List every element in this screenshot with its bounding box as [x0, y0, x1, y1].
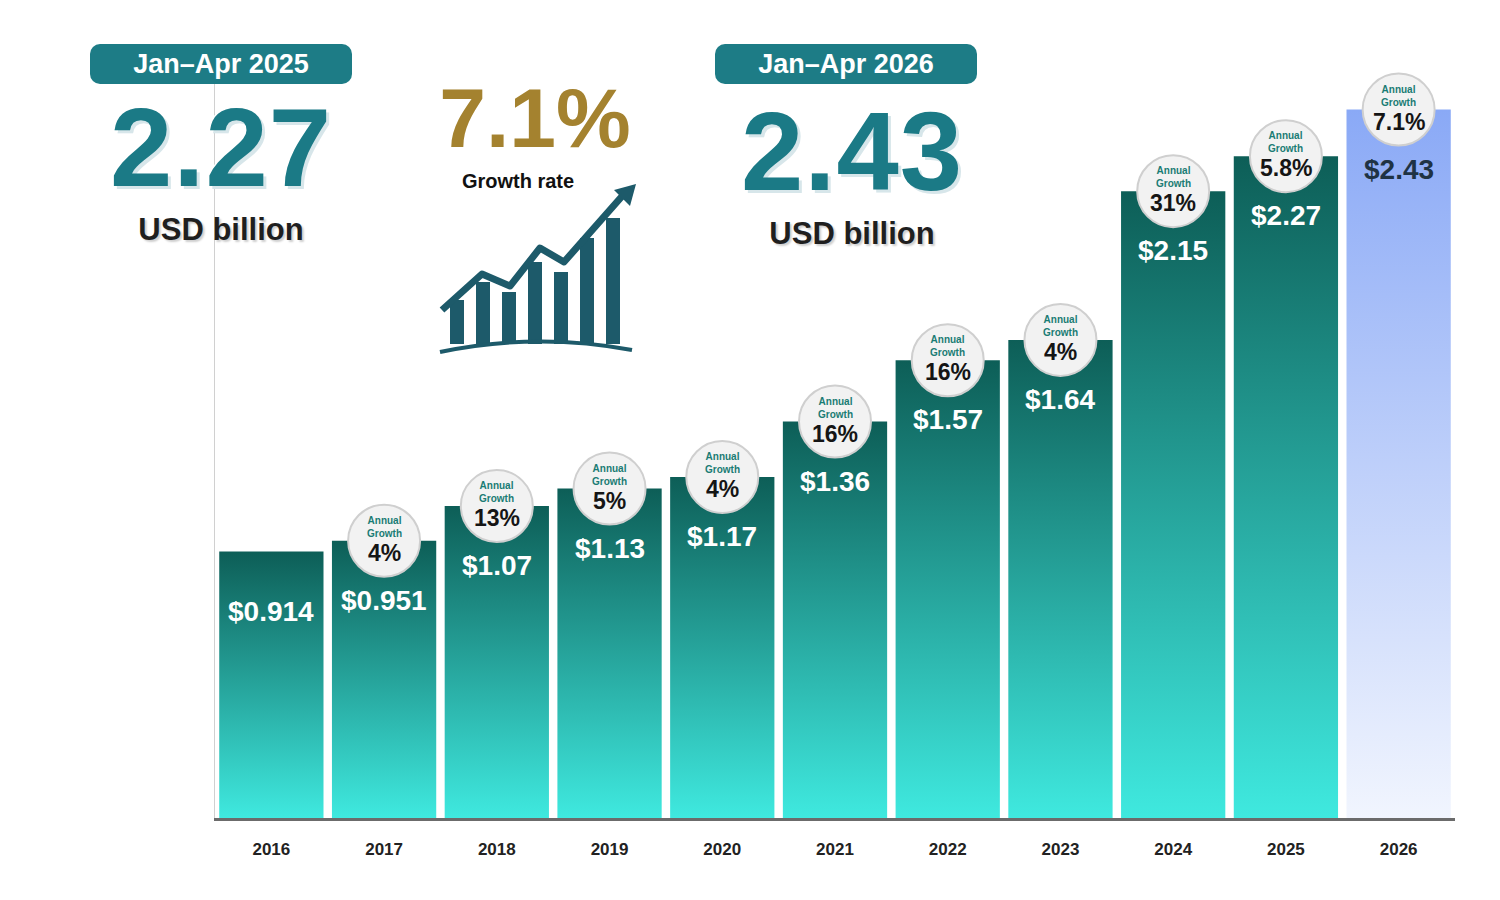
- svg-text:5%: 5%: [593, 488, 626, 514]
- svg-text:13%: 13%: [474, 505, 520, 531]
- svg-text:$1.07: $1.07: [462, 550, 532, 581]
- svg-text:AnnualGrowth: AnnualGrowth: [705, 451, 740, 475]
- svg-text:4%: 4%: [1044, 339, 1077, 365]
- svg-text:2016: 2016: [252, 840, 290, 859]
- svg-text:2022: 2022: [929, 840, 967, 859]
- svg-text:AnnualGrowth: AnnualGrowth: [1268, 130, 1303, 154]
- svg-text:AnnualGrowth: AnnualGrowth: [1043, 314, 1078, 338]
- svg-text:AnnualGrowth: AnnualGrowth: [818, 396, 853, 420]
- svg-text:2020: 2020: [703, 840, 741, 859]
- svg-text:AnnualGrowth: AnnualGrowth: [930, 334, 965, 358]
- svg-text:2019: 2019: [591, 840, 629, 859]
- svg-text:$2.27: $2.27: [1251, 200, 1321, 231]
- svg-text:2018: 2018: [478, 840, 516, 859]
- html-text:Growth rate: Growth rate: [461, 170, 575, 192]
- svg-text:2025: 2025: [1267, 840, 1305, 859]
- svg-text:2023: 2023: [1042, 840, 1080, 859]
- svg-text:$1.13: $1.13: [575, 533, 645, 564]
- svg-text:$0.951: $0.951: [341, 585, 427, 616]
- html-text:Jan–Apr 2026: Jan–Apr 2026: [758, 49, 934, 79]
- svg-text:$1.17: $1.17: [687, 521, 757, 552]
- svg-text:$0.914: $0.914: [228, 596, 314, 627]
- svg-text:AnnualGrowth: AnnualGrowth: [479, 480, 514, 504]
- svg-text:$1.36: $1.36: [800, 466, 870, 497]
- svg-text:4%: 4%: [706, 476, 739, 502]
- svg-text:AnnualGrowth: AnnualGrowth: [1156, 165, 1191, 189]
- svg-text:2026: 2026: [1380, 840, 1418, 859]
- svg-text:7.1%: 7.1%: [1373, 109, 1425, 135]
- svg-text:AnnualGrowth: AnnualGrowth: [367, 515, 402, 539]
- svg-text:2021: 2021: [816, 840, 854, 859]
- svg-text:16%: 16%: [925, 359, 971, 385]
- svg-text:$1.64: $1.64: [1025, 384, 1095, 415]
- svg-text:31%: 31%: [1150, 190, 1196, 216]
- html-text:Jan–Apr 2025: Jan–Apr 2025: [133, 49, 309, 79]
- svg-text:$1.57: $1.57: [913, 404, 983, 435]
- svg-text:$2.43: $2.43: [1364, 154, 1434, 185]
- html-text:USD billion: USD billion: [138, 212, 304, 247]
- html-text:2.27: 2.27: [110, 85, 332, 210]
- html-text:USD billion: USD billion: [769, 216, 935, 251]
- svg-text:5.8%: 5.8%: [1260, 155, 1312, 181]
- svg-text:AnnualGrowth: AnnualGrowth: [592, 463, 627, 487]
- svg-text:$2.15: $2.15: [1138, 235, 1208, 266]
- svg-text:2024: 2024: [1154, 840, 1192, 859]
- svg-text:2017: 2017: [365, 840, 403, 859]
- svg-text:4%: 4%: [368, 540, 401, 566]
- svg-text:AnnualGrowth: AnnualGrowth: [1381, 84, 1416, 108]
- html-text:7.1%: 7.1%: [439, 71, 631, 165]
- svg-text:16%: 16%: [812, 421, 858, 447]
- html-text:2.43: 2.43: [741, 89, 963, 214]
